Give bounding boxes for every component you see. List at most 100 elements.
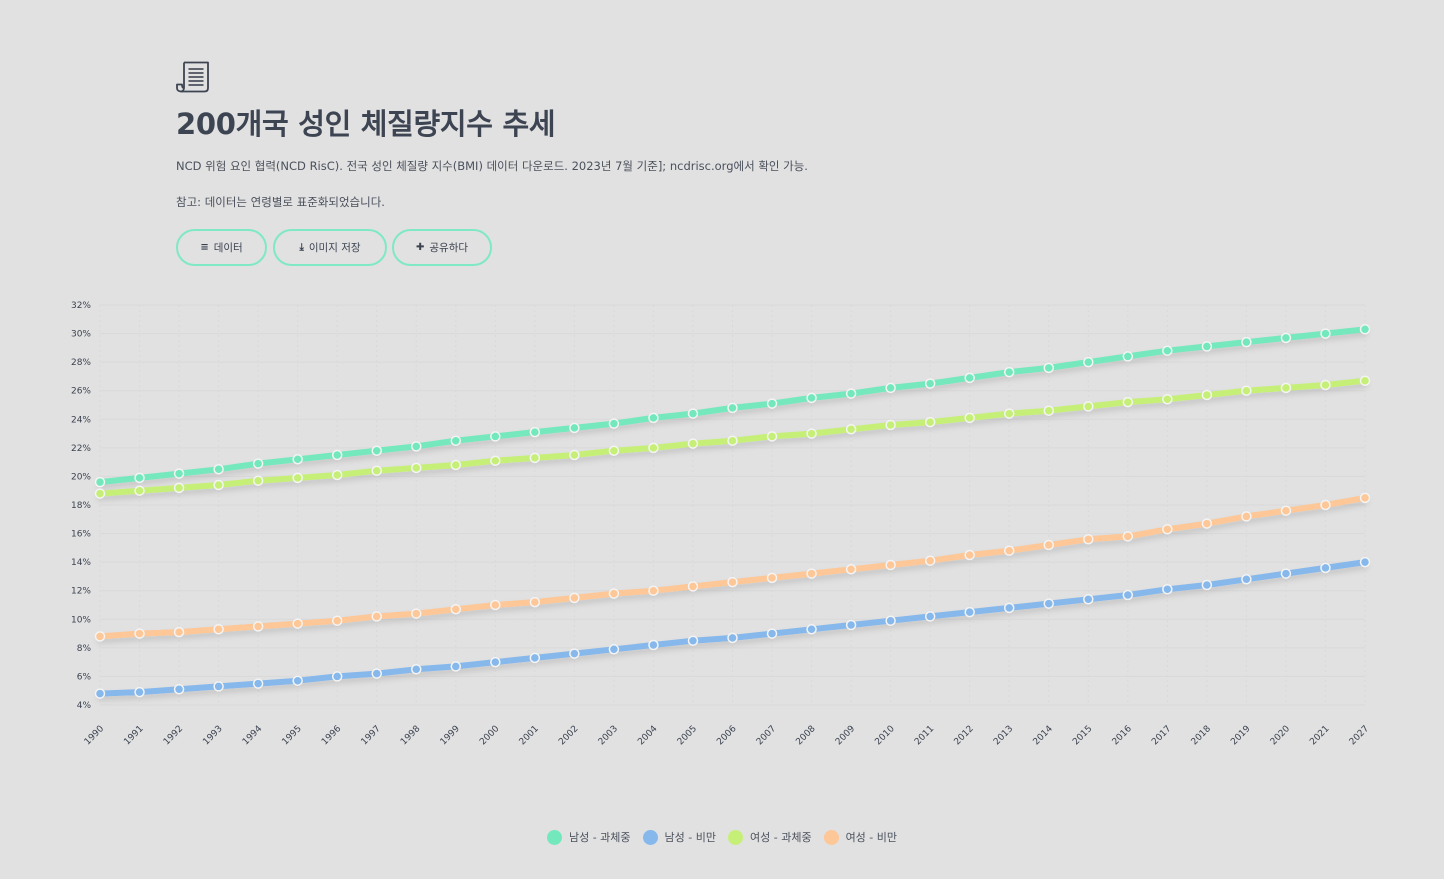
data-point [924, 378, 936, 389]
save-image-button-label: 이미지 저장 [308, 242, 361, 254]
series-group [94, 375, 1371, 499]
data-point [1162, 584, 1173, 595]
x-tick-label: 2008 [794, 724, 817, 747]
y-tick-label: 8% [77, 644, 92, 654]
data-point [331, 671, 343, 682]
data-point [134, 686, 145, 698]
data-point [1320, 562, 1331, 574]
data-point [608, 445, 620, 456]
data-point [964, 606, 975, 618]
document-icon [176, 61, 209, 93]
data-point [252, 678, 264, 689]
x-tick-label: 1999 [439, 724, 462, 747]
data-point [1003, 366, 1015, 378]
data-point [608, 588, 620, 599]
y-tick-label: 32% [71, 301, 91, 311]
x-tick-label: 2014 [1032, 724, 1055, 747]
data-point [213, 681, 224, 692]
y-tick-label: 20% [71, 472, 91, 482]
x-tick-label: 1992 [162, 724, 185, 747]
x-tick-label: 2020 [1269, 724, 1292, 747]
data-point [134, 485, 145, 496]
legend-color-dot [728, 829, 743, 845]
data-point [371, 611, 382, 622]
menu-icon: ≡ [200, 242, 209, 253]
data-point [1201, 341, 1213, 352]
data-point [569, 648, 580, 659]
data-point [1241, 336, 1252, 348]
data-point [806, 568, 817, 579]
y-tick-label: 14% [71, 558, 91, 568]
legend-label: 여성 - 비만 [845, 831, 898, 844]
data-point [1122, 351, 1134, 362]
data-point [727, 632, 738, 644]
data-point [331, 615, 343, 626]
data-point [252, 621, 264, 632]
data-point [94, 476, 106, 488]
data-point [806, 392, 817, 404]
data-point [964, 412, 975, 424]
data-point [292, 472, 303, 484]
y-tick-label: 22% [71, 444, 91, 454]
x-tick-label: 2013 [992, 724, 1015, 747]
y-tick-label: 12% [71, 587, 91, 597]
x-tick-label: 2012 [953, 724, 976, 747]
data-point [331, 449, 343, 461]
data-point [648, 639, 659, 651]
x-tick-label: 2004 [636, 724, 659, 747]
legend-item[interactable]: 여성 - 비만 [823, 829, 898, 845]
legend-color-dot [642, 829, 658, 845]
x-tick-label: 1998 [399, 724, 422, 747]
data-point [94, 488, 106, 499]
data-point [1241, 511, 1252, 522]
data-point [1083, 594, 1094, 605]
legend-item[interactable]: 여성 - 과체중 [728, 829, 812, 845]
data-point [845, 424, 857, 435]
data-point [766, 628, 778, 639]
x-tick-label: 1990 [83, 724, 106, 747]
data-point [964, 549, 975, 561]
data-point [173, 468, 185, 479]
data-point [687, 408, 699, 419]
data-point [1122, 589, 1134, 601]
data-point [450, 459, 462, 471]
legend-label: 여성 - 과체중 [750, 831, 812, 844]
data-point [648, 442, 659, 454]
x-tick-label: 2010 [873, 724, 896, 747]
data-point [1359, 492, 1371, 504]
data-point [529, 452, 541, 464]
data-point [94, 631, 106, 642]
share-button[interactable]: ✚ 공유하다 [392, 229, 492, 266]
save-image-button[interactable]: ⤓ 이미지 저장 [273, 229, 387, 266]
y-tick-label: 24% [71, 415, 91, 425]
y-tick-label: 16% [71, 530, 91, 540]
data-point [1003, 545, 1015, 556]
data-point [450, 435, 462, 446]
y-tick-label: 10% [71, 615, 91, 625]
data-point [766, 398, 778, 409]
page-title: 200개국 성인 체질량지수 추세 [176, 107, 556, 141]
data-point [727, 435, 738, 446]
data-point [1241, 574, 1252, 585]
data-point [1083, 356, 1094, 368]
data-point [1320, 379, 1331, 391]
data-point [608, 418, 620, 429]
x-axis: 1990 1991 1992 1993 1994 1995 1996 1997 1998 1999… [83, 724, 1371, 747]
legend-item[interactable]: 남성 - 과체중 [546, 829, 631, 845]
x-tick-label: 2015 [1071, 724, 1094, 747]
y-axis: 4% 6% 8% 10% 12% 14% 16% 18% 20% 22% 24% 26% 28% 30% 3… [71, 301, 91, 711]
y-tick-label: 18% [71, 501, 91, 511]
data-button[interactable]: ≡ 데이터 [176, 229, 267, 266]
data-point [213, 464, 224, 475]
data-point [1201, 389, 1213, 401]
legend-item[interactable]: 남성 - 비만 [642, 829, 716, 845]
data-point [292, 675, 303, 686]
data-point [845, 619, 857, 631]
data-point [687, 635, 699, 646]
x-tick-label: 2016 [1111, 724, 1134, 747]
x-tick-label: 1997 [360, 724, 383, 747]
data-point [1083, 401, 1094, 412]
x-tick-label: 2003 [597, 724, 620, 747]
data-point [569, 449, 580, 461]
